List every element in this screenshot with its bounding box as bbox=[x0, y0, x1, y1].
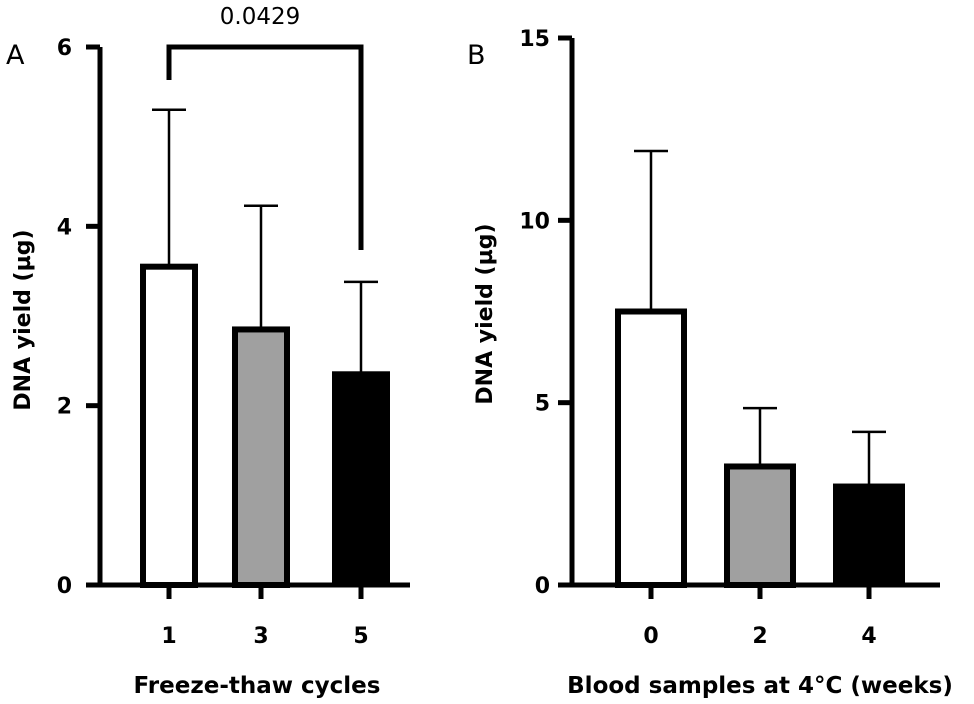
panel-a: A DNA yield (µg) Freeze-thaw cycles 0 2 4 6… bbox=[6, 4, 410, 699]
panel-b-x-label: Blood samples at 4°C (weeks) bbox=[567, 673, 953, 699]
panel-a-x-label: Freeze-thaw cycles bbox=[134, 673, 381, 699]
panel-b-letter: B bbox=[467, 40, 486, 71]
panel-b: B DNA yield (µg) Blood samples at 4°C (w… bbox=[467, 27, 953, 699]
panel-b-bar-fill-4 bbox=[833, 483, 905, 585]
panel-a-x-tick-label: 3 bbox=[253, 624, 268, 649]
panel-a-bar-3 bbox=[232, 326, 290, 589]
panel-b-y-label: DNA yield (µg) bbox=[473, 223, 498, 404]
panel-a-y-label: DNA yield (µg) bbox=[11, 229, 36, 410]
panel-a-y-tick-label: 4 bbox=[57, 215, 72, 240]
panel-b-bars bbox=[615, 149, 905, 589]
panel-a-bars bbox=[140, 108, 390, 589]
panel-b-x-tick-label: 2 bbox=[752, 624, 767, 649]
panel-a-y-tick-label: 2 bbox=[57, 395, 72, 420]
panel-b-y-tick-label: 0 bbox=[535, 574, 550, 599]
panel-a-letter: A bbox=[6, 40, 25, 71]
panel-a-y-tick-label: 6 bbox=[57, 36, 72, 61]
panel-a-y-tick-label: 0 bbox=[57, 574, 72, 599]
panel-a-x-tick-label: 5 bbox=[353, 624, 368, 649]
panel-a-x-tick-label: 1 bbox=[161, 624, 176, 649]
panel-b-y-tick-label: 15 bbox=[519, 27, 550, 52]
panel-b-y-tick-label: 10 bbox=[519, 209, 550, 234]
panel-b-x-tick-label: 0 bbox=[643, 624, 658, 649]
panel-a-significance-bracket bbox=[166, 44, 364, 250]
panel-a-bar-fill-5 bbox=[332, 371, 390, 585]
panel-b-x-tick-label: 4 bbox=[861, 624, 876, 649]
panel-a-bar-1 bbox=[140, 263, 198, 588]
panel-b-y-tick-label: 5 bbox=[535, 392, 550, 417]
panel-a-p-value: 0.0429 bbox=[220, 4, 300, 30]
panel-b-bar-2 bbox=[724, 463, 796, 589]
panel-b-bar-0 bbox=[615, 308, 687, 588]
